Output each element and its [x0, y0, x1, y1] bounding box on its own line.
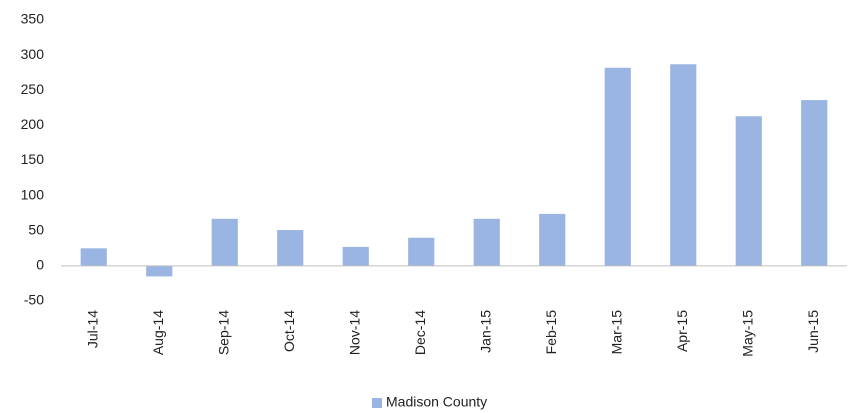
y-tick-label: 150: [21, 151, 45, 167]
bar: [342, 246, 369, 266]
bar: [80, 248, 107, 266]
x-tick-label: Mar-15: [608, 310, 624, 355]
legend-swatch: [372, 398, 382, 408]
y-tick-label: -50: [24, 292, 44, 308]
bar: [473, 218, 500, 266]
bar: [539, 213, 566, 266]
x-tick-label: May-15: [739, 310, 755, 357]
bar: [408, 237, 435, 266]
bar: [670, 64, 697, 266]
bar: [277, 230, 304, 266]
bar: [604, 67, 631, 266]
y-tick-label: 300: [21, 46, 45, 62]
x-tick-label: Oct-14: [281, 310, 297, 352]
x-tick-label: Feb-15: [543, 310, 559, 355]
x-tick-label: Nov-14: [346, 310, 362, 355]
x-tick-label: Dec-14: [412, 310, 428, 355]
bar: [211, 218, 238, 266]
x-tick-label: Jul-14: [84, 310, 100, 348]
x-tick-label: Jun-15: [805, 310, 821, 353]
x-tick-label: Jan-15: [477, 310, 493, 353]
x-tick-label: Sep-14: [215, 310, 231, 355]
bar: [801, 100, 828, 266]
y-tick-label: 250: [21, 81, 45, 97]
y-tick-label: 0: [36, 257, 44, 273]
y-tick-label: 200: [21, 116, 45, 132]
y-tick-label: 50: [28, 221, 44, 237]
bar: [735, 116, 762, 266]
legend-label: Madison County: [386, 394, 487, 410]
y-tick-label: 350: [21, 11, 45, 27]
x-tick-label: Apr-15: [674, 310, 690, 352]
y-tick-label: 100: [21, 186, 45, 202]
bar: [146, 265, 173, 277]
x-tick-label: Aug-14: [150, 310, 166, 355]
